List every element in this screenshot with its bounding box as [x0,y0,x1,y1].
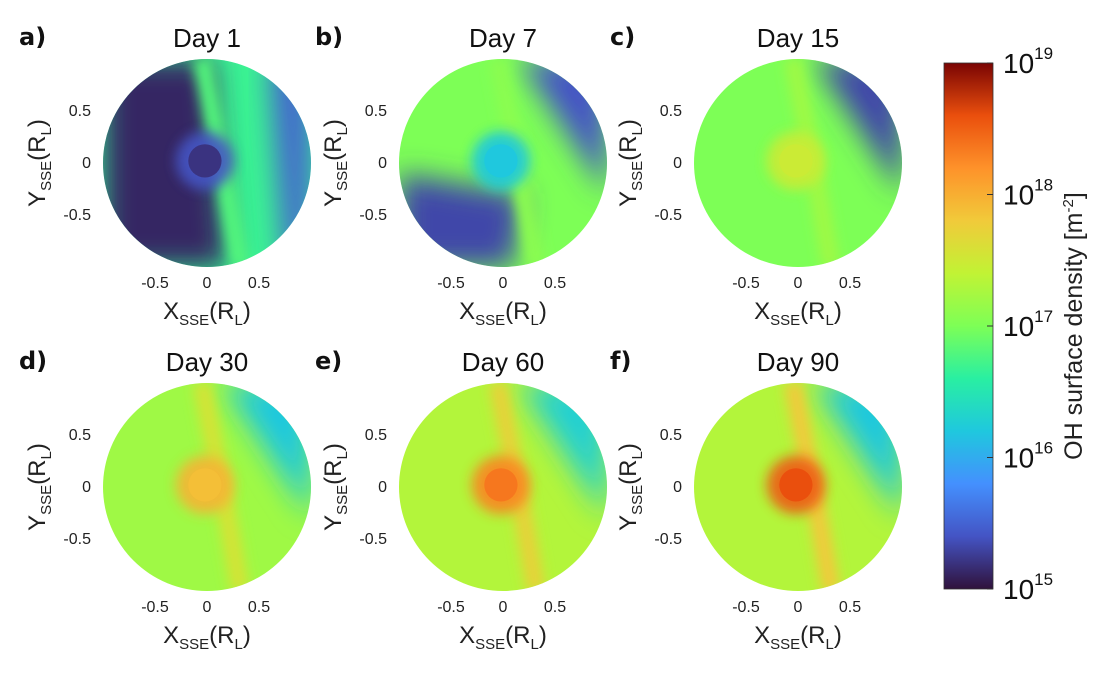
panel-title: Day 7 [469,23,537,53]
panel: -0.5 0 0.5 0.5 0 -0.5 XSSE(RL) YSSE(RL) b) Day 7 [315,23,607,329]
x-tick-label: 0 [203,275,212,292]
y-axis-label: YSSE(RL) [24,443,55,531]
panel-title: Day 30 [166,347,248,377]
panel-title: Day 1 [173,23,241,53]
colorbar-tick-label: 1019 [1003,44,1053,79]
colorbar-label: OH surface density [m-2] [1060,192,1088,460]
y-tick-label: 0.5 [69,103,91,120]
x-tick-label: 0 [499,275,508,292]
y-axis-label: YSSE(RL) [320,119,351,207]
panel-title: Day 90 [757,347,839,377]
x-axis-label: XSSE(RL) [754,298,842,329]
y-tick-label: 0.5 [365,103,387,120]
y-tick-label: 0 [378,155,387,172]
x-axis-label: XSSE(RL) [754,622,842,653]
panel-title: Day 15 [757,23,839,53]
panel: -0.5 0 0.5 0.5 0 -0.5 XSSE(RL) YSSE(RL) f) Day 90 [610,347,902,653]
low-density-region [103,59,228,267]
y-tick-label: 0.5 [660,103,682,120]
x-tick-label: 0 [794,599,803,616]
panel: -0.5 0 0.5 0.5 0 -0.5 XSSE(RL) YSSE(RL) d) Day 30 [19,347,311,653]
center-core [779,468,813,502]
y-axis-label: YSSE(RL) [24,119,55,207]
density-map [399,383,607,591]
x-tick-label: 0.5 [839,275,861,292]
panel-letter: a) [19,23,46,51]
x-tick-label: 0 [203,599,212,616]
density-map [399,59,607,267]
x-tick-label: -0.5 [732,599,760,616]
density-map [694,59,902,267]
x-tick-label: -0.5 [732,275,760,292]
density-map [103,59,311,267]
panel-letter: c) [610,23,635,51]
panel: -0.5 0 0.5 0.5 0 -0.5 XSSE(RL) YSSE(RL) a) Day 1 [19,23,311,329]
colorbar: 1019 1018 1017 1016 1015 OH surface density [… [943,44,1088,605]
y-tick-label: -0.5 [359,531,387,548]
y-tick-label: 0.5 [365,427,387,444]
x-tick-label: 0.5 [248,275,270,292]
panel: -0.5 0 0.5 0.5 0 -0.5 XSSE(RL) YSSE(RL) c) Day 15 [610,23,902,329]
y-axis-label: YSSE(RL) [615,443,646,531]
colorbar-tick-label: 1018 [1003,176,1053,211]
panel-letter: f) [610,347,631,375]
center-core [779,144,813,178]
y-tick-label: -0.5 [63,531,91,548]
y-tick-label: 0 [82,479,91,496]
y-axis-label: YSSE(RL) [320,443,351,531]
y-tick-label: 0 [673,479,682,496]
density-map [103,383,311,591]
y-tick-label: -0.5 [654,207,682,224]
x-tick-label: 0.5 [839,599,861,616]
x-tick-label: -0.5 [141,599,169,616]
density-map [694,383,902,591]
panel-letter: e) [315,347,342,375]
x-tick-label: 0 [794,275,803,292]
colorbar-gradient [943,62,994,590]
panel-letter: d) [19,347,47,375]
y-tick-label: -0.5 [63,207,91,224]
x-tick-label: -0.5 [437,275,465,292]
panel-letter: b) [315,23,343,51]
center-core [484,144,518,178]
colorbar-tick-label: 1016 [1003,439,1053,474]
y-tick-label: 0 [378,479,387,496]
x-tick-label: 0.5 [248,599,270,616]
x-tick-label: -0.5 [437,599,465,616]
x-tick-label: 0.5 [544,599,566,616]
y-tick-label: 0 [82,155,91,172]
x-tick-label: 0.5 [544,275,566,292]
y-tick-label: 0.5 [660,427,682,444]
colorbar-tick-label: 1015 [1003,570,1053,605]
x-axis-label: XSSE(RL) [163,622,251,653]
y-axis-label: YSSE(RL) [615,119,646,207]
x-axis-label: XSSE(RL) [459,622,547,653]
center-core [484,468,518,502]
x-axis-label: XSSE(RL) [459,298,547,329]
center-core [188,468,222,502]
panel-title: Day 60 [462,347,544,377]
y-tick-label: -0.5 [359,207,387,224]
colorbar-tick-label: 1017 [1003,307,1053,342]
panel: -0.5 0 0.5 0.5 0 -0.5 XSSE(RL) YSSE(RL) e) Day 60 [315,347,607,653]
x-axis-label: XSSE(RL) [163,298,251,329]
y-tick-label: -0.5 [654,531,682,548]
y-tick-label: 0.5 [69,427,91,444]
x-tick-label: 0 [499,599,508,616]
x-tick-label: -0.5 [141,275,169,292]
y-tick-label: 0 [673,155,682,172]
center-core [188,144,222,178]
